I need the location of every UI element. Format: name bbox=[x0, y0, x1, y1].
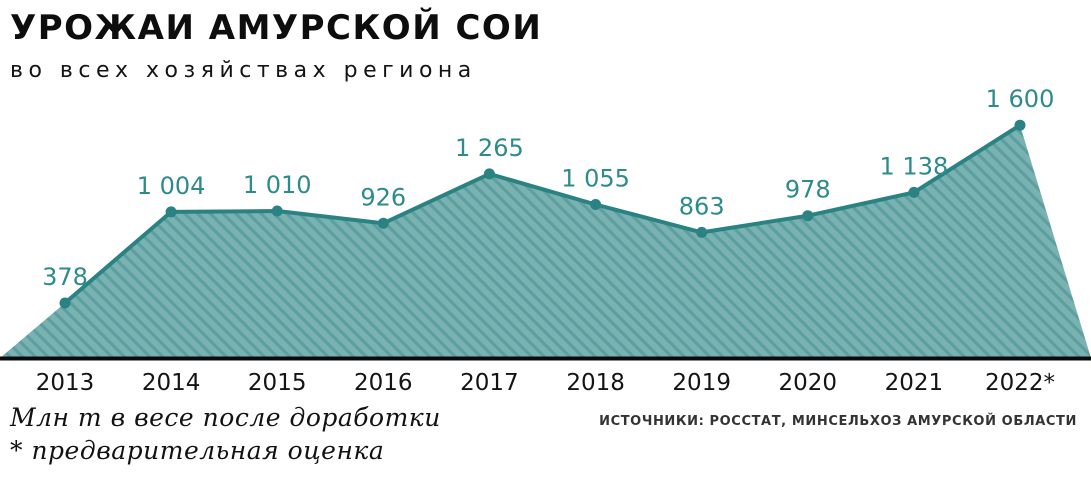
year-label: 2022* bbox=[985, 370, 1055, 396]
unit-note: Млн т в весе после доработки bbox=[10, 403, 441, 433]
year-label: 2016 bbox=[354, 370, 413, 396]
year-label: 2013 bbox=[36, 370, 95, 396]
value-label: 1 055 bbox=[561, 165, 630, 193]
data-point bbox=[908, 187, 920, 199]
header: УРОЖАИ АМУРСКОЙ СОИ во всех хозяйствах р… bbox=[0, 8, 1091, 84]
value-label: 863 bbox=[679, 193, 725, 221]
value-label: 1 265 bbox=[455, 134, 524, 162]
data-point bbox=[802, 210, 814, 222]
value-label: 926 bbox=[360, 183, 406, 211]
data-point bbox=[377, 217, 389, 229]
trend-line bbox=[63, 123, 1022, 306]
data-point bbox=[271, 205, 283, 217]
year-label: 2014 bbox=[142, 370, 201, 396]
year-label: 2015 bbox=[248, 370, 307, 396]
year-label: 2019 bbox=[672, 370, 731, 396]
year-label: 2021 bbox=[885, 370, 944, 396]
value-label: 1 138 bbox=[880, 153, 949, 181]
value-label: 1 010 bbox=[243, 171, 312, 199]
x-axis-line bbox=[0, 356, 1091, 361]
source-text: ИСТОЧНИКИ: РОССТАТ, МИНСЕЛЬХОЗ АМУРСКОЙ … bbox=[599, 414, 1077, 430]
harvest-area-chart: 378 2013 1 004 2014 1 010 2015 926 2016 1 265 201… bbox=[0, 86, 1091, 396]
area-fill bbox=[0, 125, 1091, 359]
data-point bbox=[165, 206, 177, 218]
value-label: 1 600 bbox=[986, 86, 1055, 113]
data-point bbox=[59, 297, 71, 309]
year-label: 2017 bbox=[460, 370, 519, 396]
footnote: * предварительная оценка bbox=[10, 435, 385, 465]
data-point bbox=[1014, 119, 1026, 131]
data-point bbox=[696, 227, 708, 239]
value-label: 978 bbox=[785, 176, 831, 204]
page-subtitle: во всех хозяйствах региона bbox=[10, 57, 477, 83]
data-point bbox=[590, 199, 602, 211]
value-label: 1 004 bbox=[137, 172, 206, 200]
year-label: 2018 bbox=[566, 370, 625, 396]
notes-block: Млн т в весе после доработки * предварит… bbox=[10, 402, 441, 467]
footer: Млн т в весе после доработки * предварит… bbox=[0, 396, 1091, 467]
year-label: 2020 bbox=[779, 370, 838, 396]
data-point bbox=[483, 168, 495, 180]
value-label: 378 bbox=[42, 263, 88, 291]
page-title: УРОЖАИ АМУРСКОЙ СОИ bbox=[10, 8, 543, 48]
